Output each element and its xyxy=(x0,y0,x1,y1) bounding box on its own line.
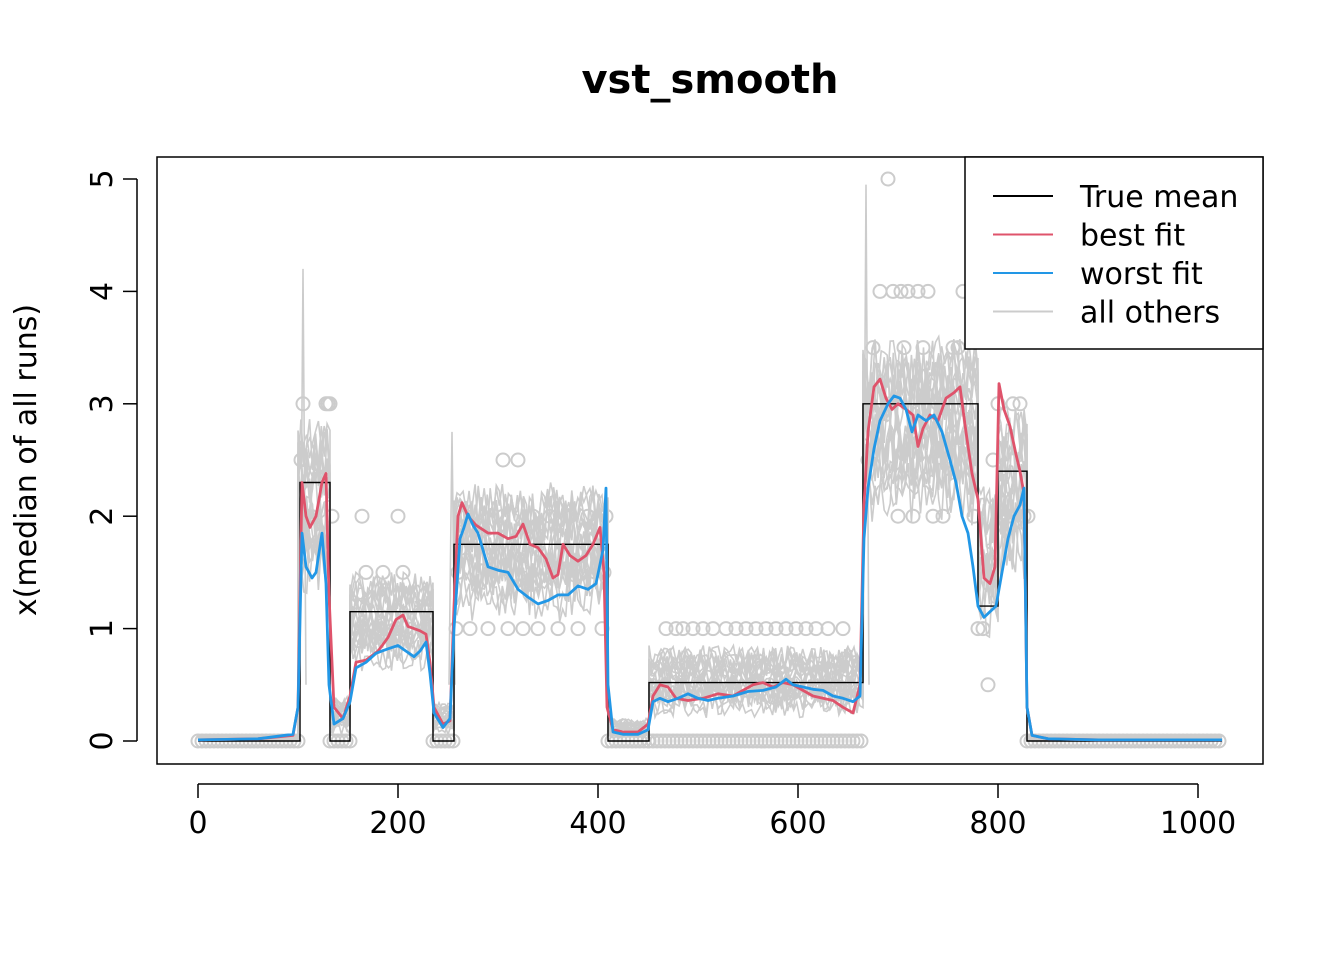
observation-point xyxy=(890,508,906,524)
y-tick-label-group: 0 xyxy=(85,731,120,750)
observation-point xyxy=(462,621,478,637)
observation-point xyxy=(885,283,901,299)
observation-point xyxy=(835,621,851,637)
observation-point xyxy=(820,621,836,637)
observation-point xyxy=(748,621,764,637)
observation-point xyxy=(375,564,391,580)
observation-point xyxy=(685,621,701,637)
y-axis-label-group: x(median of all runs) xyxy=(9,304,44,616)
observation-point xyxy=(324,508,340,524)
observation-point xyxy=(975,621,991,637)
y-tick-label: 4 xyxy=(85,282,120,301)
observation-point xyxy=(758,621,774,637)
observation-point xyxy=(738,621,754,637)
y-tick-label-group: 2 xyxy=(85,507,120,526)
observation-point xyxy=(658,621,674,637)
legend-label: all others xyxy=(1080,296,1220,331)
legend-box xyxy=(964,156,1264,350)
observation-point xyxy=(570,621,586,637)
chart-title: vst_smooth xyxy=(581,57,838,103)
observation-point xyxy=(910,283,926,299)
observation-point xyxy=(985,452,1001,468)
observation-point xyxy=(896,340,912,356)
observation-point xyxy=(935,508,951,524)
observation-point xyxy=(768,621,784,637)
observation-point xyxy=(395,564,411,580)
worst-fit-series-line xyxy=(197,394,1222,742)
observation-point xyxy=(510,452,526,468)
observation-point xyxy=(322,396,338,412)
x-tick-label: 0 xyxy=(188,806,207,841)
observation-point xyxy=(530,621,546,637)
observation-point xyxy=(893,283,909,299)
observation-point xyxy=(668,621,684,637)
observation-point xyxy=(354,508,370,524)
observation-point xyxy=(788,621,804,637)
y-tick-label: 5 xyxy=(85,169,120,188)
observation-point xyxy=(915,340,931,356)
y-tick-label-group: 4 xyxy=(85,282,120,301)
x-tick-label: 800 xyxy=(969,806,1026,841)
y-tick-label: 3 xyxy=(85,394,120,413)
observation-point xyxy=(849,733,865,749)
observation-point xyxy=(798,621,814,637)
observation-point xyxy=(695,621,711,637)
axes: 0 200 400 600 800 1000 0 1 2 3 4 5 xyxy=(85,169,1236,841)
observation-point xyxy=(580,508,596,524)
observation-point xyxy=(778,621,794,637)
observation-point xyxy=(293,452,309,468)
observation-point xyxy=(1012,396,1028,412)
observation-point xyxy=(1005,396,1021,412)
y-tick-label-group: 1 xyxy=(85,619,120,638)
observation-point xyxy=(500,621,516,637)
observation-point xyxy=(373,621,389,637)
observation-point xyxy=(853,733,869,749)
observation-point xyxy=(920,283,936,299)
observation-point xyxy=(295,396,311,412)
observation-point xyxy=(905,508,921,524)
observation-point xyxy=(925,508,941,524)
observation-point xyxy=(728,621,744,637)
observation-point xyxy=(525,508,541,524)
observation-point xyxy=(562,508,578,524)
observation-point xyxy=(358,564,374,580)
x-tick-label: 200 xyxy=(369,806,426,841)
observation-point xyxy=(542,508,558,524)
observation-point xyxy=(718,621,734,637)
y-axis-label: x(median of all runs) xyxy=(9,304,44,616)
observation-point xyxy=(900,283,916,299)
y-tick-label-group: 3 xyxy=(85,394,120,413)
x-tick-label: 1000 xyxy=(1160,806,1236,841)
observation-point xyxy=(515,621,531,637)
legend-label: best fit xyxy=(1080,219,1185,254)
x-tick-label: 400 xyxy=(569,806,626,841)
plot-area xyxy=(190,171,1227,749)
plot-frame xyxy=(156,156,1264,765)
observation-point xyxy=(1020,508,1036,524)
observation-point xyxy=(945,340,961,356)
observation-point xyxy=(675,621,691,637)
observation-point xyxy=(480,621,496,637)
observation-point xyxy=(980,677,996,693)
legend-label: worst fit xyxy=(1080,257,1203,292)
y-tick-label: 2 xyxy=(85,507,120,526)
observation-point xyxy=(970,621,986,637)
x-tick-label: 600 xyxy=(769,806,826,841)
observation-point xyxy=(845,733,861,749)
y-tick-label: 1 xyxy=(85,619,120,638)
observation-point xyxy=(550,621,566,637)
observation-point xyxy=(495,508,511,524)
y-tick-label-group: 5 xyxy=(85,169,120,188)
observation-point xyxy=(495,452,511,468)
observation-point xyxy=(880,171,896,187)
observation-point xyxy=(865,340,881,356)
observation-point xyxy=(390,508,406,524)
y-tick-label: 0 xyxy=(85,731,120,750)
legend-label: True mean xyxy=(1079,180,1238,215)
